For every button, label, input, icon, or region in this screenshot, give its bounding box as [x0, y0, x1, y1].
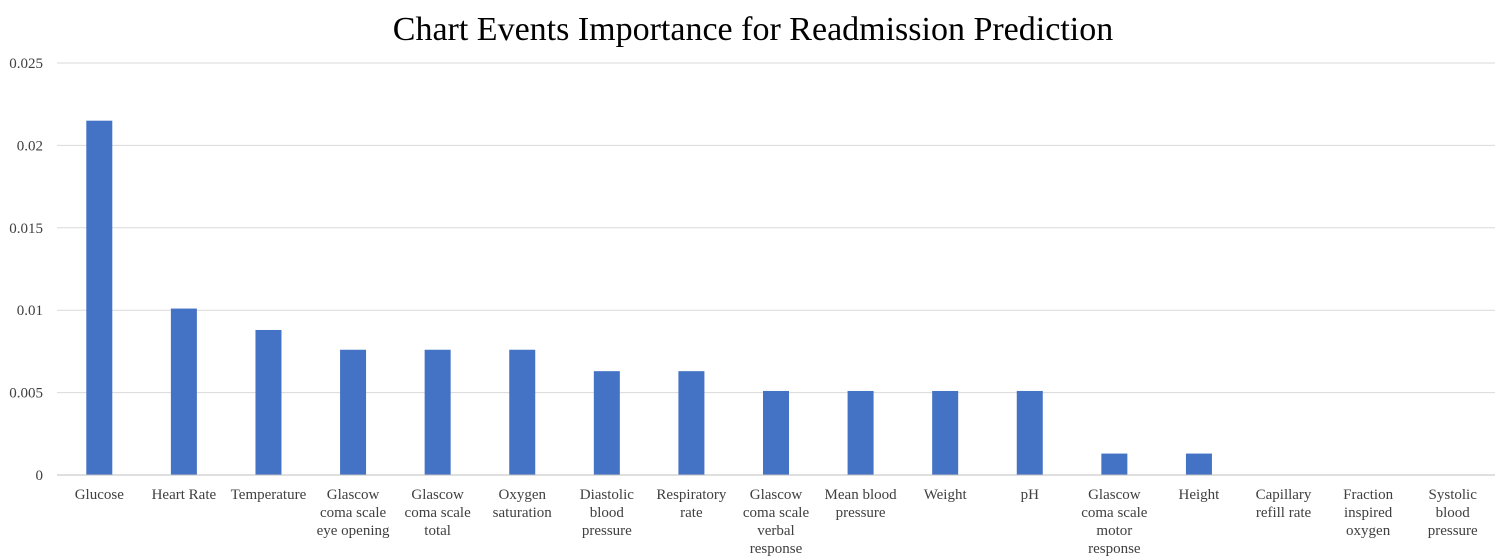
category-label: Respiratory rate [656, 487, 726, 521]
category-label: Heart Rate [152, 487, 217, 503]
category-label: Temperature [231, 487, 307, 503]
bar [170, 308, 197, 475]
category-label: Mean blood pressure [825, 487, 898, 521]
y-axis-ticks: 0 0.005 0.01 0.015 0.02 0.025 [9, 56, 43, 484]
bar [593, 371, 620, 475]
bar [255, 329, 282, 475]
bar [1185, 453, 1212, 475]
bar [763, 390, 789, 475]
bar [847, 390, 874, 475]
gridlines [57, 62, 1495, 394]
category-labels: Glucose Heart Rate Temperature Glascow coma … [75, 487, 1478, 556]
y-tick-label: 0.01 [17, 303, 43, 319]
category-label: Glascow coma scale motor response [1081, 487, 1148, 556]
chart-title: Chart Events Importance for Readmission … [393, 11, 1113, 48]
category-label: Height [1179, 487, 1221, 503]
y-tick-label: 0.02 [17, 138, 43, 154]
category-label: Weight [924, 487, 968, 503]
category-label: Glascow coma scale verbal response [743, 487, 810, 556]
category-label: Capillary refill rate [1256, 487, 1312, 521]
category-label: Glascow coma scale eye opening [317, 487, 390, 539]
bar [1016, 390, 1043, 475]
category-label: Systolic blood pressure [1428, 487, 1478, 539]
bar [509, 349, 536, 475]
bar [86, 120, 113, 476]
bar [678, 371, 705, 475]
bar [1101, 453, 1128, 475]
category-label: Diastolic blood pressure [580, 487, 634, 539]
y-tick-label: 0.025 [9, 56, 43, 72]
category-label: Fraction inspired oxygen [1343, 487, 1393, 539]
y-tick-label: 0.015 [9, 221, 43, 237]
category-label: Glascow coma scale total [405, 487, 472, 539]
y-tick-label: 0.005 [9, 386, 43, 402]
category-label: pH [1021, 487, 1040, 503]
bar [340, 349, 367, 475]
bar [424, 349, 451, 475]
y-tick-label: 0 [36, 468, 44, 484]
category-label: Oxygen saturation [493, 487, 553, 521]
bar [932, 390, 959, 475]
category-label: Glucose [75, 487, 124, 503]
bars [86, 120, 1212, 476]
